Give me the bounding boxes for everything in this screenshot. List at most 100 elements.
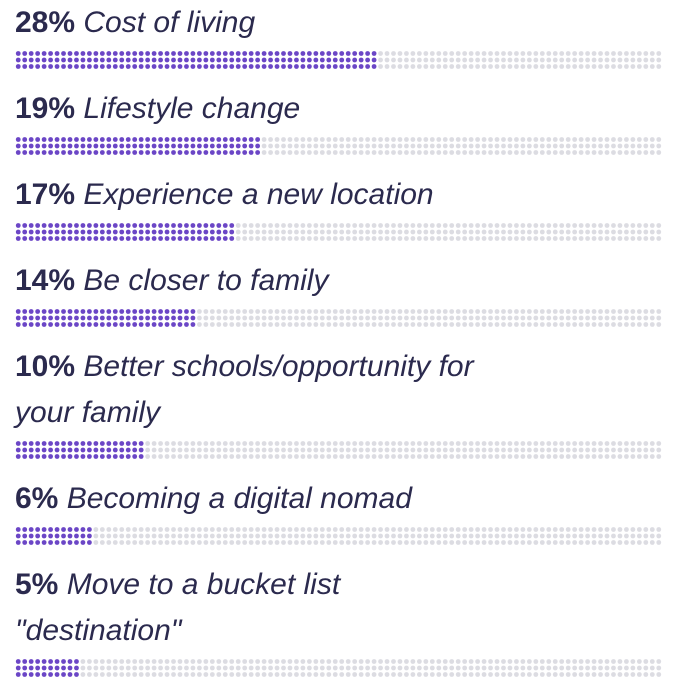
dot	[611, 137, 616, 142]
dot	[190, 309, 196, 314]
dot	[572, 441, 578, 446]
dot	[125, 57, 131, 63]
dot	[229, 441, 235, 446]
dot	[151, 57, 157, 63]
dot	[462, 143, 468, 149]
dot	[384, 540, 390, 545]
dot	[384, 441, 390, 446]
dot	[475, 229, 481, 235]
dot	[216, 665, 222, 671]
dot	[617, 236, 623, 241]
dot	[455, 137, 461, 142]
dot	[352, 143, 358, 149]
dot	[494, 533, 500, 539]
dot	[151, 51, 157, 56]
dot	[248, 659, 254, 664]
dot	[416, 441, 422, 446]
dot	[196, 533, 202, 539]
dot	[261, 672, 267, 677]
dot	[28, 137, 34, 142]
dot	[151, 223, 157, 228]
dot	[268, 143, 273, 149]
dot	[520, 229, 526, 235]
dot	[158, 533, 163, 539]
dot	[326, 315, 332, 321]
dot	[397, 441, 403, 446]
dot	[429, 229, 435, 235]
dot	[67, 665, 73, 671]
dot	[404, 659, 409, 664]
bar-item: 10% Better schools/opportunity for your …	[15, 344, 674, 460]
dot	[391, 454, 396, 459]
dot	[261, 659, 267, 664]
dot	[449, 143, 455, 149]
dot	[242, 533, 248, 539]
dot	[294, 236, 299, 241]
dot	[572, 540, 578, 545]
dot	[132, 454, 138, 459]
dot	[630, 540, 636, 545]
dot	[617, 64, 623, 69]
dot	[624, 57, 629, 63]
dot	[80, 322, 86, 327]
dot	[514, 447, 519, 453]
dot	[649, 533, 655, 539]
dot	[449, 137, 455, 142]
dot	[281, 229, 286, 235]
dot	[196, 315, 202, 321]
dot	[649, 223, 655, 228]
dot	[112, 447, 118, 453]
dot	[87, 672, 92, 677]
dot	[352, 441, 358, 446]
dot	[164, 322, 170, 327]
dot	[617, 447, 623, 453]
dot	[455, 672, 461, 677]
dot	[378, 64, 383, 69]
dot	[112, 540, 118, 545]
dot	[281, 527, 286, 532]
dot	[22, 51, 28, 56]
dot	[339, 236, 345, 241]
dot	[190, 229, 196, 235]
dot-track	[15, 527, 662, 545]
dot	[436, 672, 442, 677]
dot	[501, 527, 506, 532]
dot	[242, 447, 248, 453]
dot	[416, 143, 422, 149]
dot	[229, 533, 235, 539]
dot	[203, 315, 209, 321]
dot	[274, 441, 280, 446]
dot	[397, 533, 403, 539]
dot	[67, 441, 73, 446]
dot	[203, 533, 209, 539]
dot	[371, 150, 377, 155]
dot	[397, 315, 403, 321]
dot	[624, 236, 629, 241]
dot	[229, 315, 235, 321]
dot	[546, 64, 552, 69]
dot	[222, 454, 228, 459]
dot	[125, 223, 131, 228]
dot	[449, 540, 455, 545]
dot	[552, 57, 558, 63]
dot	[203, 137, 209, 142]
dot	[591, 322, 597, 327]
dot	[255, 223, 261, 228]
dot	[87, 665, 92, 671]
dot	[151, 665, 157, 671]
dot	[171, 223, 176, 228]
dot	[442, 64, 448, 69]
dot	[520, 672, 526, 677]
dot	[326, 223, 332, 228]
dot	[119, 659, 125, 664]
dot	[313, 137, 319, 142]
dot	[80, 315, 86, 321]
dot	[106, 223, 112, 228]
dot	[598, 315, 603, 321]
dot	[242, 229, 248, 235]
dot	[177, 665, 183, 671]
dot	[649, 236, 655, 241]
dot	[423, 150, 429, 155]
dot	[196, 322, 202, 327]
dot	[261, 533, 267, 539]
